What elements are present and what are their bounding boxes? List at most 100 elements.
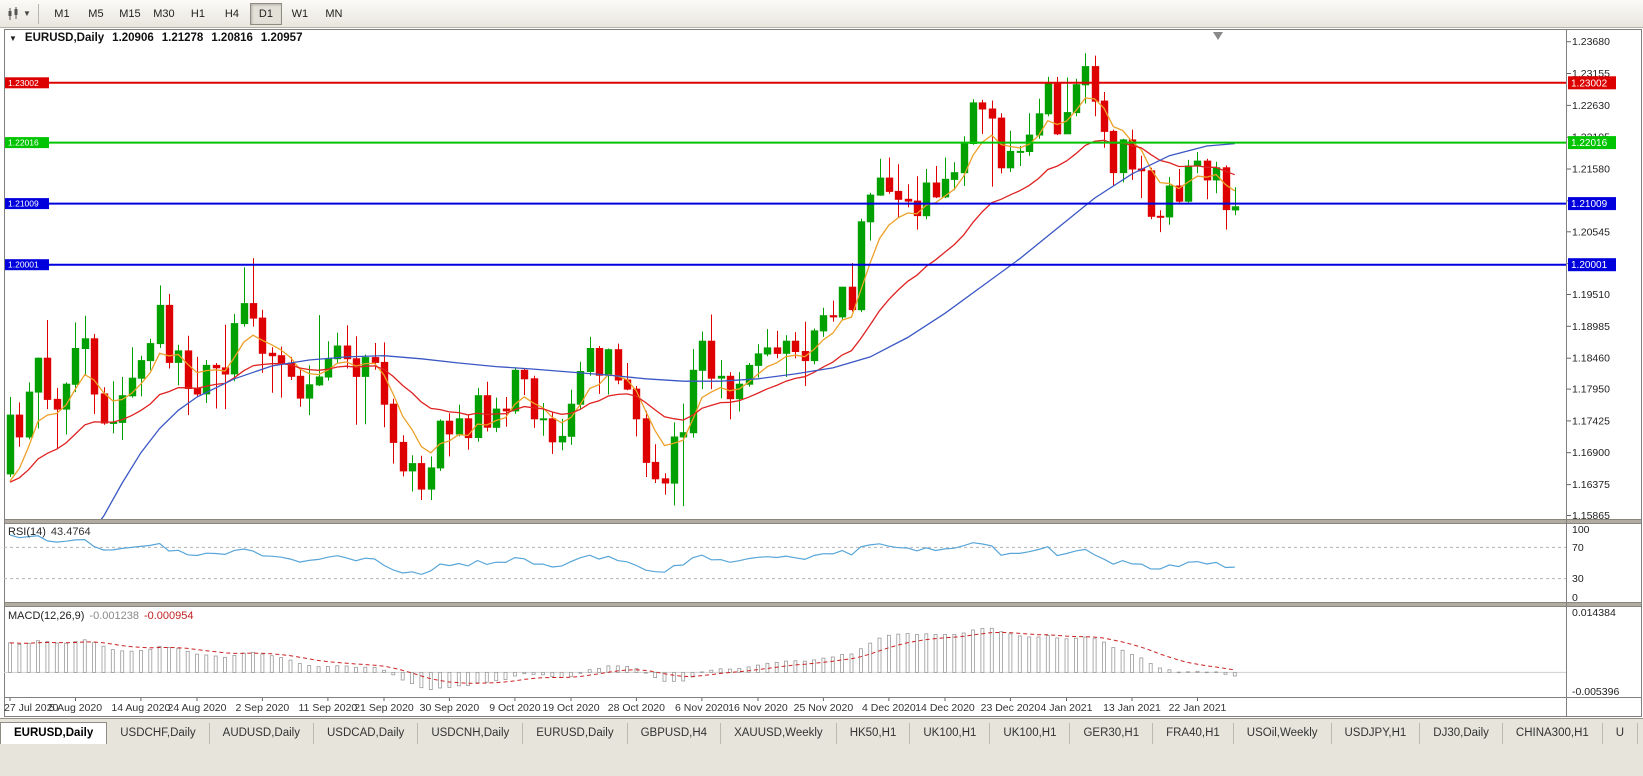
candle-body	[595, 348, 604, 376]
chart-shift-marker-icon	[1213, 32, 1223, 40]
candle	[165, 293, 174, 369]
candle	[249, 258, 258, 327]
timeframe-button-m1[interactable]: M1	[54, 7, 70, 20]
price-line-badge-label: 1.22016	[1571, 138, 1608, 149]
candle-body	[81, 338, 90, 349]
macd-histogram-bar	[1195, 670, 1200, 673]
candle-body	[118, 395, 127, 423]
macd-histogram-bar	[1176, 671, 1181, 674]
timeframe-button-m5[interactable]: M5	[88, 7, 104, 20]
macd-histogram-bar	[793, 660, 798, 673]
chart-tab-china300-h1[interactable]: CHINA300,H1	[1503, 723, 1603, 744]
candle-body	[726, 375, 735, 400]
candle-body	[296, 375, 305, 399]
macd-histogram-bar	[475, 672, 480, 684]
chart-tab-dj30-daily[interactable]: DJ30,Daily	[1420, 723, 1503, 744]
candle-body	[408, 463, 417, 472]
candle	[492, 397, 501, 433]
price-line-badge[interactable]	[1568, 197, 1616, 211]
macd-histogram-bar	[531, 672, 536, 675]
candle-body	[464, 418, 473, 439]
timeframe-button-h4[interactable]: H4	[224, 7, 239, 20]
timeframe-button-m15[interactable]: M15	[119, 7, 141, 20]
price-line-left-badge[interactable]	[5, 259, 49, 271]
candle-body	[1091, 66, 1100, 102]
main-chart-layer	[4, 53, 1566, 519]
candle-body	[174, 350, 183, 363]
candle	[614, 343, 623, 385]
macd-histogram-bar	[905, 633, 910, 673]
macd-signal-value: -0.000954	[143, 610, 194, 622]
macd-histogram-bar	[830, 656, 835, 673]
chart-tab-usdcad-daily[interactable]: USDCAD,Daily	[314, 723, 419, 744]
window-separator[interactable]	[4, 602, 1642, 607]
timeframe-button-m30[interactable]: M30	[153, 7, 175, 20]
price-line-badge[interactable]	[1568, 258, 1616, 272]
candle-body	[558, 435, 567, 443]
chart-tab-eurusd-daily[interactable]: EURUSD,Daily	[523, 723, 628, 744]
chart-tab-hk50-h1[interactable]: HK50,H1	[837, 723, 911, 744]
chart-tab-fra40-h1[interactable]: FRA40,H1	[1153, 723, 1234, 744]
chart-tab-xauusd-weekly[interactable]: XAUUSD,Weekly	[721, 723, 837, 744]
chart-tab-usdjpy-h1[interactable]: USDJPY,H1	[1332, 723, 1421, 744]
candle-body	[642, 418, 651, 463]
chart-type-icon[interactable]: ▼	[4, 3, 34, 25]
candle	[1016, 146, 1025, 166]
price-line-left-badge[interactable]	[5, 198, 49, 210]
time-scale-label: 23 Dec 2020	[981, 702, 1041, 714]
time-scale-label: 2 Sep 2020	[236, 702, 290, 714]
candle	[343, 325, 352, 369]
chart-tab-usdchf-daily[interactable]: USDCHF,Daily	[107, 723, 210, 744]
macd-histogram-bar	[989, 627, 994, 673]
window-separator[interactable]	[4, 519, 1642, 524]
price-line-left-badge[interactable]	[5, 137, 49, 149]
macd-histogram-bar	[1130, 654, 1134, 673]
chart-tab-ger30-h1[interactable]: GER30,H1	[1070, 723, 1154, 744]
candle-body	[586, 348, 595, 372]
chart-tab-usoil-weekly[interactable]: USOil,Weekly	[1234, 723, 1332, 744]
candle-body	[474, 395, 483, 439]
candle-body	[315, 376, 324, 386]
candle	[754, 344, 763, 378]
timeframe-button-h1[interactable]: H1	[190, 7, 205, 20]
price-line-badge[interactable]	[1568, 136, 1616, 150]
timeframe-button-group: M1 M5 M15 M30 H1 H4 D1 W1 MN	[45, 2, 351, 25]
macd-histogram-bar	[1027, 636, 1032, 673]
macd-histogram-bar	[110, 649, 115, 673]
candle	[1231, 187, 1240, 216]
chart-tab-usdcnh-daily[interactable]: USDCNH,Daily	[418, 723, 524, 744]
macd-histogram-bar	[653, 672, 657, 679]
chart-tab-u[interactable]: U	[1603, 723, 1639, 744]
candle	[632, 386, 641, 437]
macd-histogram-bar	[615, 665, 620, 673]
price-line-badge[interactable]	[1568, 76, 1616, 90]
candle-body	[698, 340, 707, 371]
timeframe-button-w1[interactable]: W1	[291, 7, 309, 20]
macd-histogram-bar	[625, 666, 629, 673]
candle	[670, 422, 679, 506]
candle-body	[62, 383, 71, 410]
chart-tab-uk100-h1[interactable]: UK100,H1	[910, 723, 991, 744]
candle-body	[819, 315, 828, 332]
candle	[698, 331, 707, 390]
macd-histogram-bar	[1045, 635, 1050, 673]
macd-histogram-bar	[269, 655, 274, 673]
timeframe-button-d1[interactable]: D1	[249, 2, 282, 25]
candle-body	[156, 304, 165, 345]
candle-body	[427, 467, 436, 490]
chart-tab-eurusd-daily[interactable]: EURUSD,Daily	[0, 722, 108, 744]
chart-tab-gbpusd-h4[interactable]: GBPUSD,H4	[628, 723, 722, 744]
macd-histogram-bar	[54, 642, 59, 673]
timeframe-button-mn[interactable]: MN	[325, 7, 343, 20]
candle	[679, 403, 688, 507]
chart-tab-audusd-daily[interactable]: AUDUSD,Daily	[210, 723, 314, 744]
chart-tab-uk100-h1[interactable]: UK100,H1	[990, 723, 1071, 744]
macd-histogram-bar	[718, 668, 723, 673]
macd-histogram-bar	[887, 634, 891, 673]
candle-body	[848, 286, 857, 311]
candle-body	[1147, 170, 1156, 217]
price-line-left-badge[interactable]	[5, 77, 49, 89]
time-scale-label: 24 Aug 2020	[168, 702, 227, 714]
candle	[202, 360, 211, 403]
